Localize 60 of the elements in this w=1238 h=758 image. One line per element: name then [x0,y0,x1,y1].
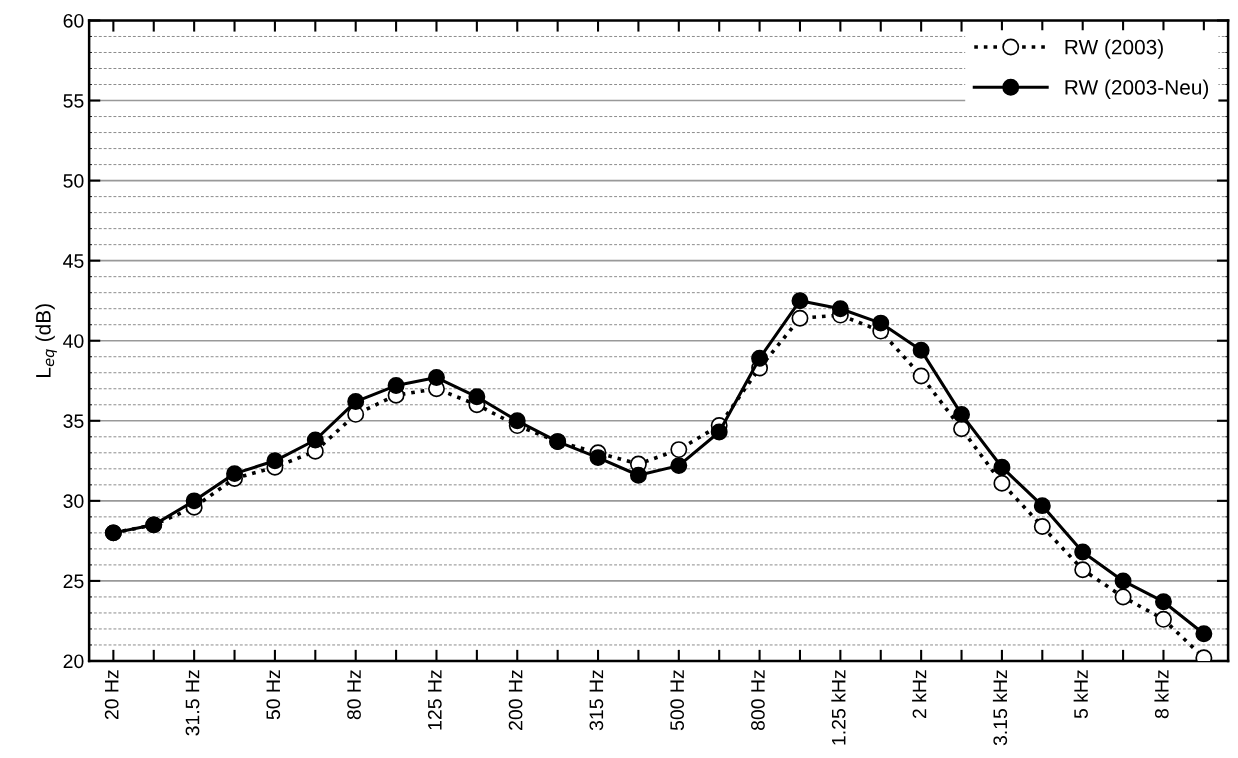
point [226,465,244,483]
y-tick-label: 40 [63,334,84,348]
x-tick-label: 800 Hz [751,670,765,731]
x-tick-label: 8 kHz [1154,670,1169,719]
x-tick-label: 3.15 kHz [992,670,1008,746]
point [1074,543,1092,561]
point [428,369,445,387]
x-tick-label: 125 Hz [427,670,442,730]
point [670,441,688,459]
y-axis-title: L$_{eq}$ (dB) [35,304,57,377]
point [185,492,203,510]
point [387,377,405,395]
point [347,393,365,411]
point [1033,517,1051,535]
x-tick-label: 315 Hz [589,670,604,731]
y-tick-label: 30 [63,494,84,509]
point [791,309,809,327]
x-tick-label: 20 Hz [104,670,119,720]
legend-label: RW (2003-Neu) [1065,79,1209,99]
point [1154,610,1172,628]
point [953,405,971,423]
point [1195,625,1213,643]
point [912,367,930,385]
x-tick-label: 31.5 Hz [185,670,200,736]
y-tick-label: 55 [63,94,84,108]
point [831,300,849,318]
y-tick-label: 25 [63,574,84,589]
point [751,349,769,367]
point [670,457,688,475]
legend-label: RW (2003) [1065,39,1163,59]
point [468,388,486,406]
point [953,420,971,438]
point [508,412,526,430]
point [1154,593,1172,611]
point [710,423,728,441]
point [872,314,890,332]
y-tick-label: 45 [63,254,84,268]
point [629,466,647,484]
x-tick-label: 50 Hz [266,670,281,720]
point [1114,588,1132,606]
point [1033,497,1051,515]
y-tick-label: 50 [63,174,84,188]
point [993,474,1011,492]
point [791,292,809,310]
x-tick-label: 200 Hz [508,670,523,730]
point [912,341,930,359]
point [993,458,1011,476]
x-tick-label: 500 Hz [670,670,685,731]
y-tick-label: 20 [63,654,84,669]
x-tick-label: 80 Hz [347,670,361,720]
point [266,452,284,470]
x-tick-label: 1.25 kHz [831,670,846,745]
y-tick-label: 35 [63,414,84,429]
x-tick-label: 2 kHz [912,670,927,719]
x-tick-label: 5 kHz [1073,670,1088,719]
point [1114,572,1132,590]
point [1074,561,1092,579]
point [306,431,324,449]
point [589,449,607,467]
y-tick-label: 60 [63,13,84,28]
